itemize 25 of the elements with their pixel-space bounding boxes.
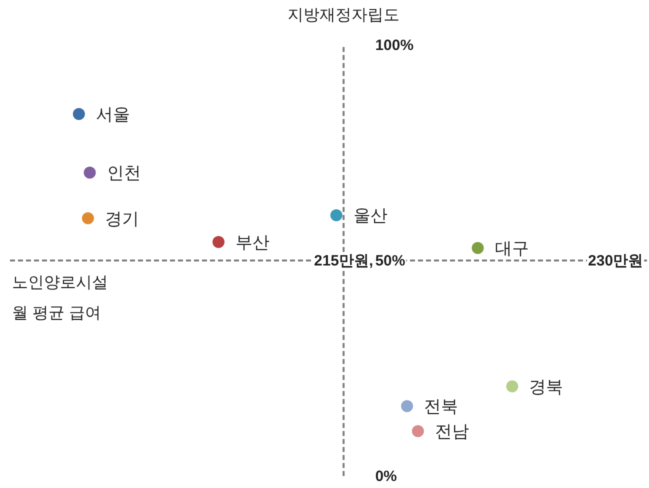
point <box>82 212 94 224</box>
point <box>412 425 424 438</box>
point <box>401 400 414 412</box>
y-tick-label: 50% <box>375 252 406 270</box>
point <box>330 209 342 222</box>
point <box>472 242 484 254</box>
series-label: 대구 <box>494 239 529 258</box>
x-tick-label: 230만원 <box>588 252 644 270</box>
point <box>72 108 85 120</box>
series-label: 경기 <box>104 209 139 228</box>
series-label: 울산 <box>353 206 388 226</box>
series-label: 서울 <box>96 104 130 124</box>
point <box>84 166 96 179</box>
point <box>212 236 224 248</box>
y-tick-label: 100% <box>375 37 414 54</box>
series-label: 전북 <box>424 397 458 416</box>
point <box>506 380 518 392</box>
x-axis-title: 노인양로시설 월 평균 급여 <box>12 274 108 322</box>
series-label: 인천 <box>106 164 141 183</box>
x-tick-label: 215만원, <box>314 252 374 270</box>
series-label: 전남 <box>434 422 469 442</box>
y-axis-title: 지방재정자립도 <box>288 7 400 24</box>
y-tick-label: 0% <box>375 468 397 485</box>
series-label: 경북 <box>529 377 564 396</box>
series-label: 부산 <box>236 232 270 252</box>
